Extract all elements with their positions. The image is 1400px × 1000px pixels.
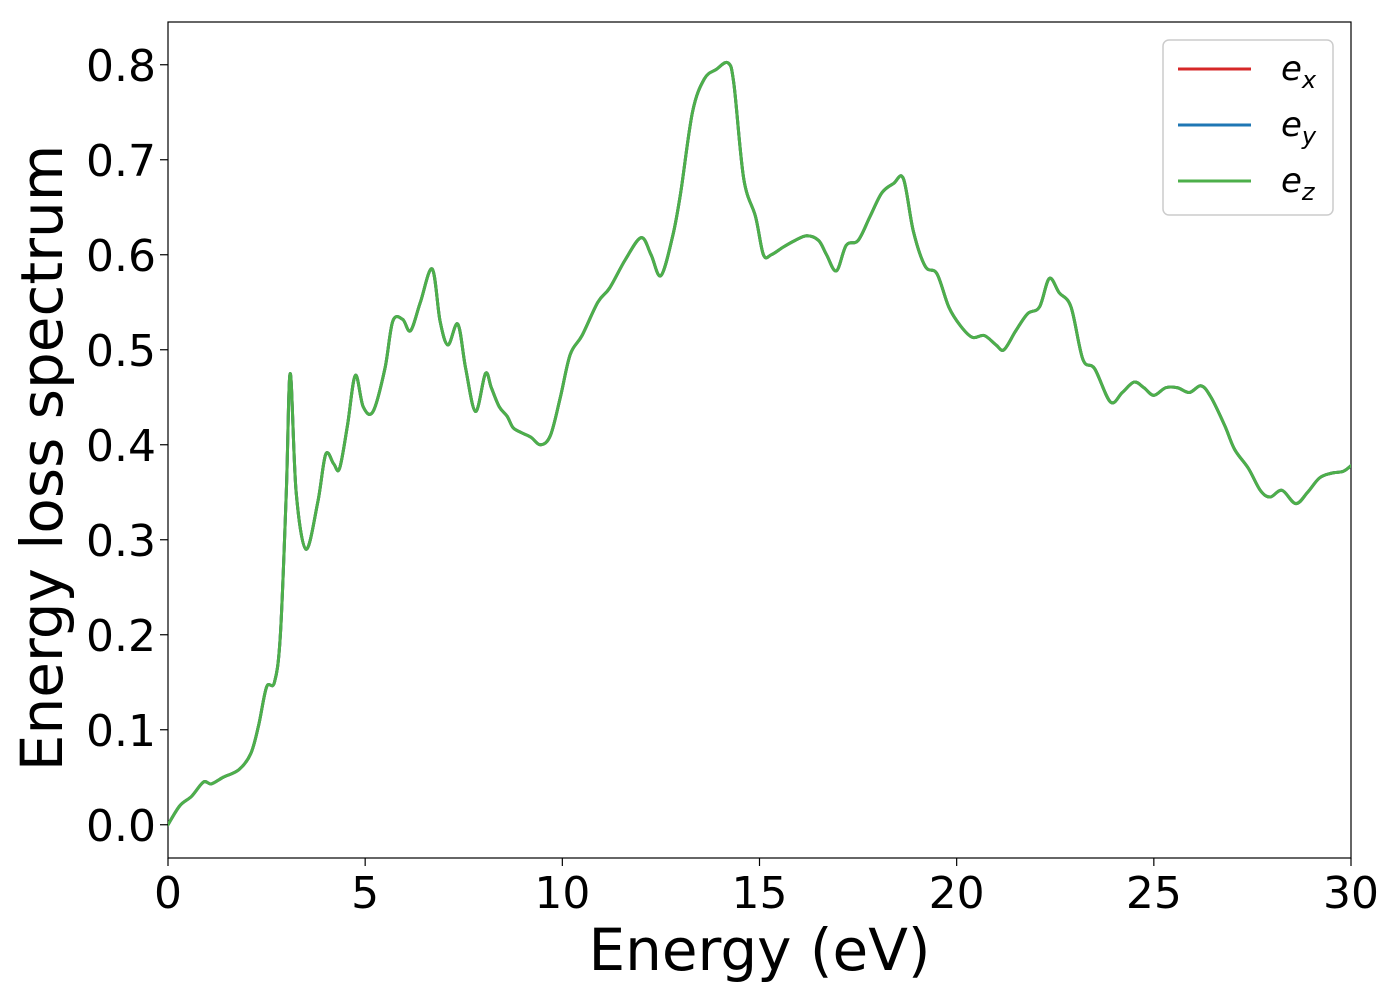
legend-box <box>1162 39 1334 216</box>
legend-label-x: ex <box>1281 49 1317 94</box>
x-tick-label: 20 <box>929 868 985 919</box>
y-tick-label: 0.7 <box>86 136 156 187</box>
x-axis-title: Energy (eV) <box>588 916 930 984</box>
y-axis-title: Energy loss spectrum <box>8 145 76 771</box>
plot-area <box>167 21 1352 859</box>
y-tick-label: 0.5 <box>86 326 156 377</box>
x-tick-label: 0 <box>154 868 182 919</box>
legend: ex ey ez <box>1162 39 1334 216</box>
y-tick-label: 0.8 <box>86 41 156 92</box>
x-tick-label: 15 <box>732 868 788 919</box>
x-tick-label: 10 <box>534 868 590 919</box>
x-axis-ticks: 0 5 10 15 20 25 30 <box>154 858 1379 919</box>
series-layer <box>168 60 1351 827</box>
x-tick-label: 25 <box>1126 868 1182 919</box>
legend-label-y: ey <box>1281 105 1317 150</box>
y-tick-label: 0.0 <box>86 801 156 852</box>
y-tick-label: 0.2 <box>86 611 156 662</box>
legend-items: ex ey ez <box>1178 49 1317 206</box>
y-tick-label: 0.4 <box>86 421 156 472</box>
y-tick-label: 0.3 <box>86 516 156 567</box>
y-tick-label: 0.6 <box>86 231 156 282</box>
y-tick-label: 0.1 <box>86 706 156 757</box>
x-tick-label: 30 <box>1323 868 1379 919</box>
series-line-e-z <box>168 60 1351 827</box>
x-tick-label: 5 <box>351 868 379 919</box>
legend-label-z: ez <box>1281 161 1316 206</box>
y-axis-ticks: 0.0 0.1 0.2 0.3 0.4 0.5 0.6 0.7 0.8 <box>86 41 168 852</box>
